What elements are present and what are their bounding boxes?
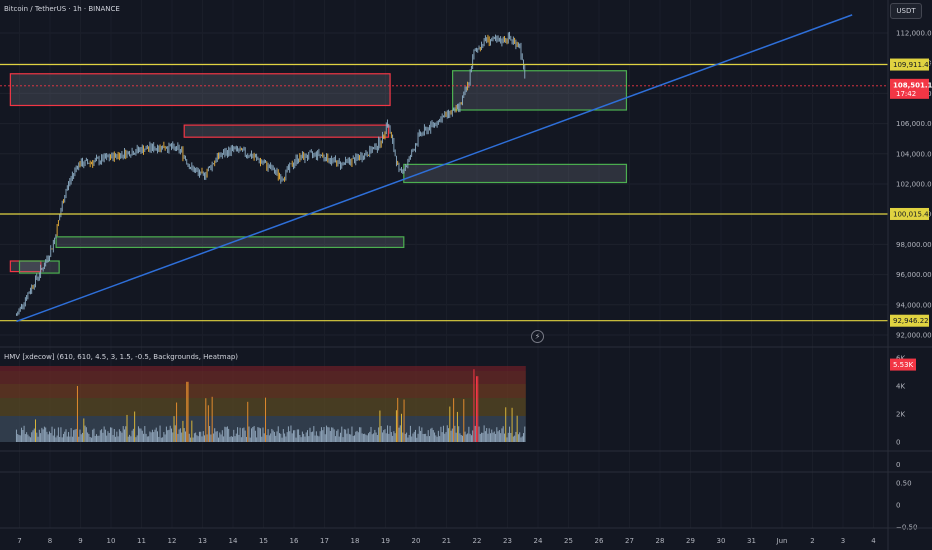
level-price-label: 109,911.43 [893,61,932,69]
chart-title: Bitcoin / TetherUS · 1h · BINANCE [4,5,120,13]
x-tick-label: 2 [810,537,814,545]
candles [16,31,526,316]
demand-zone[interactable] [18,260,60,274]
level-price-tag[interactable] [890,314,929,327]
volume-tick-label: 2K [896,411,905,419]
horizontal-levels [0,63,888,322]
volume-heatmap [0,366,526,442]
x-tick-label: 26 [595,537,604,545]
countdown-label: 17:42 [896,90,916,98]
x-tick-label: 23 [503,537,512,545]
y-tick-label: 112,000.00 [896,30,932,38]
heatmap-band [0,398,526,416]
x-tick-label: 31 [747,537,756,545]
lightning-icon[interactable]: ⚡ [531,330,544,343]
volume-tick-label: 4K [896,383,905,391]
x-tick-label: 11 [137,537,146,545]
level-price-tag[interactable] [890,207,929,220]
y-tick-label: 106,000.00 [896,120,932,128]
pane4-tick-label: 0 [896,502,900,510]
price-zones [9,70,628,274]
level-price-label: 100,015.40 [893,210,932,218]
y-tick-label: 98,000.00 [896,241,932,249]
y-tick-label: 96,000.00 [896,271,932,279]
supply-zone[interactable] [183,124,390,138]
x-tick-label: 30 [717,537,726,545]
y-tick-label: 104,000.00 [896,150,932,158]
x-tick-label: 29 [686,537,695,545]
x-tick-label: 16 [290,537,299,545]
level-price-tag[interactable] [890,58,929,71]
x-tick-label: 21 [442,537,451,545]
y-tick-label: 94,000.00 [896,301,932,309]
blue-trendline[interactable] [16,14,853,323]
volume-tick-label: 6K [896,355,905,363]
x-tick-label: 8 [48,537,52,545]
x-tick-label: 17 [320,537,329,545]
pane3-tick-label: 0 [896,461,900,469]
last-price-label: 108,501.12 [893,81,932,89]
x-tick-label: 27 [625,537,634,545]
x-tick-label: 24 [534,537,543,545]
volume-tick-label: 0 [896,439,900,447]
x-tick-label: 20 [412,537,421,545]
heatmap-band [0,384,526,398]
x-tick-label: 9 [78,537,82,545]
heatmap-band [0,371,526,384]
x-tick-label: 14 [229,537,238,545]
x-tick-label: 10 [107,537,116,545]
x-tick-label: 3 [841,537,845,545]
x-tick-label: 25 [564,537,573,545]
x-tick-label: 13 [198,537,207,545]
x-tick-label: Jun [776,537,788,545]
last-price-tag[interactable] [890,78,929,99]
volume-value-tag[interactable] [890,358,916,371]
demand-zone[interactable] [452,70,628,111]
x-tick-label: 22 [473,537,482,545]
x-tick-label: 7 [17,537,21,545]
x-tick-label: 12 [168,537,177,545]
level-price-label: 92,946.22 [893,317,929,325]
x-tick-label: 15 [259,537,268,545]
price-axis[interactable]: 112,000.00110,000.00108,000.00106,000.00… [890,30,932,532]
heatmap-band [0,366,526,371]
x-tick-label: 4 [871,537,876,545]
currency-button[interactable]: USDT [890,3,922,19]
y-tick-label: 102,000.00 [896,181,932,189]
y-tick-label: 92,000.00 [896,332,932,340]
supply-zone[interactable] [9,73,391,107]
indicator-title: HMV [xdecow] (610, 610, 4.5, 3, 1.5, -0.… [4,353,239,361]
x-tick-label: 18 [351,537,360,545]
pane4-tick-label: 0.50 [896,480,912,488]
x-tick-label: 19 [381,537,390,545]
demand-zone[interactable] [55,236,405,249]
time-axis[interactable]: 7 8 9 10 11 12 13 14 15 16 17 18 19 20 21 22 23 24 25 26 27 2… [17,537,876,545]
x-tick-label: 28 [656,537,665,545]
volume-value-label: 5.53K [893,361,914,369]
